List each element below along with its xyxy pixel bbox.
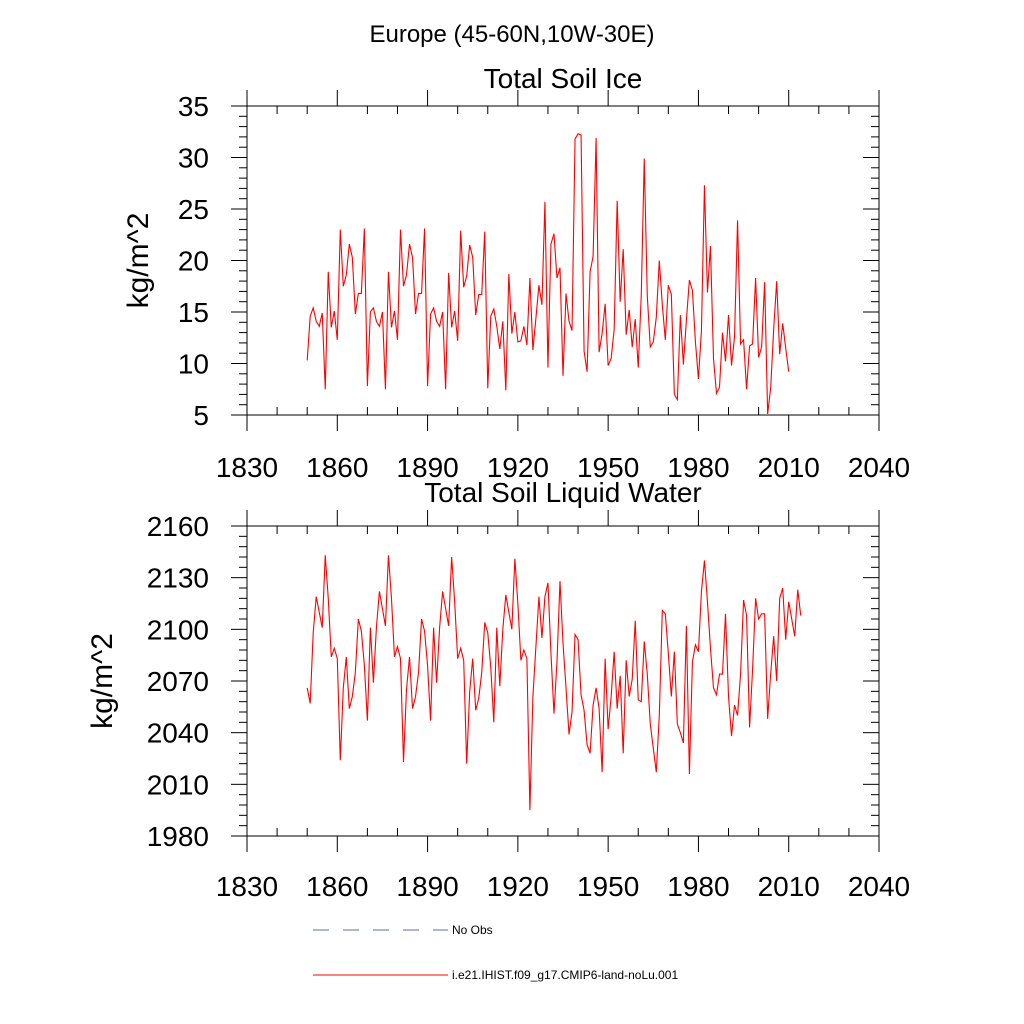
y-tick-label: 2040 <box>147 718 209 749</box>
y-tick-label: 15 <box>178 297 209 328</box>
plot-title: Total Soil Liquid Water <box>424 477 702 508</box>
plot-total-soil-liquid-water: Total Soil Liquid Water kg/m^2 1980 2010 204… <box>86 477 910 902</box>
y-axis-label: kg/m^2 <box>122 213 155 309</box>
x-tick-label: 1950 <box>577 452 639 483</box>
series-line <box>306 133 790 415</box>
y-tick-label: 25 <box>178 194 209 225</box>
y-tick-label: 10 <box>178 349 209 380</box>
y-tick-label: 2160 <box>147 511 209 542</box>
x-tick-label: 1980 <box>667 871 729 902</box>
x-tick-label: 1920 <box>487 871 549 902</box>
x-tick-label: 1980 <box>667 452 729 483</box>
x-tick-label: 1890 <box>396 452 458 483</box>
y-tick-label: 1980 <box>147 821 209 852</box>
x-tick-label: 2040 <box>848 452 910 483</box>
plot-frame <box>246 525 880 837</box>
y-axis-label: kg/m^2 <box>86 633 119 729</box>
plot-total-soil-ice: Total Soil Ice kg/m^2 5 10 15 20 25 30 35 1830 186… <box>122 63 910 483</box>
x-tick-label: 2010 <box>758 452 820 483</box>
legend-label-model-run: i.e21.IHIST.f09_g17.CMIP6-land-noLu.001 <box>452 968 678 982</box>
y-tick-label: 2130 <box>147 563 209 594</box>
x-tick-label: 1920 <box>487 452 549 483</box>
x-tick-label: 1950 <box>577 871 639 902</box>
x-tick-label: 2040 <box>848 871 910 902</box>
y-tick-label: 2100 <box>147 614 209 645</box>
series-line <box>306 555 802 811</box>
plot-title: Total Soil Ice <box>484 63 643 94</box>
x-tick-label: 1860 <box>306 871 368 902</box>
y-tick-label: 35 <box>178 91 209 122</box>
y-tick-label: 2070 <box>147 666 209 697</box>
legend-label-no-obs: No Obs <box>452 923 493 937</box>
x-tick-label: 1830 <box>216 452 278 483</box>
x-tick-label: 1860 <box>306 452 368 483</box>
y-tick-label: 2010 <box>147 769 209 800</box>
x-tick-label: 2010 <box>758 871 820 902</box>
x-tick-label: 1830 <box>216 871 278 902</box>
legend: No Obs i.e21.IHIST.f09_g17.CMIP6-land-no… <box>313 923 678 982</box>
x-tick-label: 1890 <box>396 871 458 902</box>
y-tick-label: 30 <box>178 143 209 174</box>
y-tick-label: 20 <box>178 246 209 277</box>
y-tick-label: 5 <box>193 400 209 431</box>
figure-suptitle: Europe (45-60N,10W-30E) <box>369 21 654 48</box>
